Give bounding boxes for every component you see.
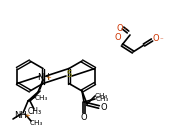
Text: O: O <box>81 114 87 122</box>
Text: CH₃: CH₃ <box>29 120 43 126</box>
Text: +: + <box>45 75 51 81</box>
Text: ⁻: ⁻ <box>159 37 163 43</box>
Text: CH₃: CH₃ <box>94 93 108 99</box>
Text: O: O <box>115 33 121 42</box>
Text: CH₃: CH₃ <box>34 95 48 101</box>
Text: NH: NH <box>14 111 26 120</box>
Text: +: + <box>24 113 30 119</box>
Text: ⁻: ⁻ <box>123 27 127 33</box>
Text: O: O <box>101 102 107 111</box>
Text: CH₃: CH₃ <box>95 96 109 102</box>
Text: CH₃: CH₃ <box>28 107 42 116</box>
Text: O: O <box>117 23 123 33</box>
Text: O: O <box>153 33 159 43</box>
Text: NH: NH <box>37 73 49 81</box>
Text: S: S <box>66 70 72 79</box>
